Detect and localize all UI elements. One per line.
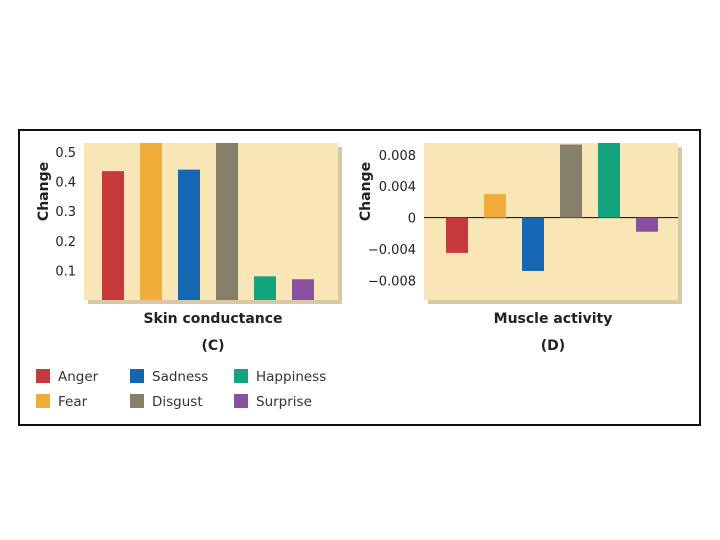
figure-frame: 0.5 0.4 0.3 0.2 0.1 Change Skin conductance (C)… xyxy=(18,129,701,426)
y-tick-label: 0.1 xyxy=(55,264,76,279)
y-axis-label: Change xyxy=(36,162,52,221)
legend-swatch-anger xyxy=(36,369,50,383)
legend-swatch-surprise xyxy=(234,394,248,408)
legend-swatch-fear xyxy=(36,394,50,408)
legend-label: Disgust xyxy=(152,394,203,410)
bar-surprise xyxy=(292,279,314,300)
x-axis-label: Skin conductance xyxy=(143,311,282,327)
x-axis-label: Muscle activity xyxy=(494,311,613,327)
bar-disgust xyxy=(216,143,238,300)
y-tick-label: 0 xyxy=(408,212,416,227)
y-tick-label: −0.008 xyxy=(368,274,416,289)
legend-label: Anger xyxy=(58,369,99,385)
bar-surprise xyxy=(636,217,658,232)
figure-canvas: 0.5 0.4 0.3 0.2 0.1 Change Skin conductance (C)… xyxy=(36,143,682,410)
y-tick-label: 0.2 xyxy=(55,235,76,250)
y-axis-label: Change xyxy=(358,162,374,221)
bar-happiness xyxy=(598,143,620,218)
y-tick-label: 0.008 xyxy=(379,149,416,164)
panel-label: (C) xyxy=(201,338,224,354)
legend-swatch-disgust xyxy=(130,394,144,408)
bar-fear xyxy=(140,143,162,300)
y-tick-label: 0.4 xyxy=(55,176,76,191)
legend-label: Happiness xyxy=(256,369,326,385)
bar-happiness xyxy=(254,276,276,300)
y-tick-label: 0.5 xyxy=(55,146,76,161)
legend-swatch-sadness xyxy=(130,369,144,383)
bar-anger xyxy=(446,217,468,253)
y-tick-label: 0.004 xyxy=(379,180,416,195)
legend-label: Surprise xyxy=(256,394,312,410)
y-tick-label: −0.004 xyxy=(368,243,416,258)
bar-fear xyxy=(484,194,506,218)
y-tick-label: 0.3 xyxy=(55,205,76,220)
bar-anger xyxy=(102,171,124,300)
bar-sadness xyxy=(522,217,544,271)
plot-area-0 xyxy=(84,143,338,300)
legend-swatch-happiness xyxy=(234,369,248,383)
bar-disgust xyxy=(560,144,582,218)
panel-label: (D) xyxy=(541,338,565,354)
bar-sadness xyxy=(178,169,200,300)
legend-label: Sadness xyxy=(152,369,208,385)
legend-label: Fear xyxy=(58,394,88,410)
